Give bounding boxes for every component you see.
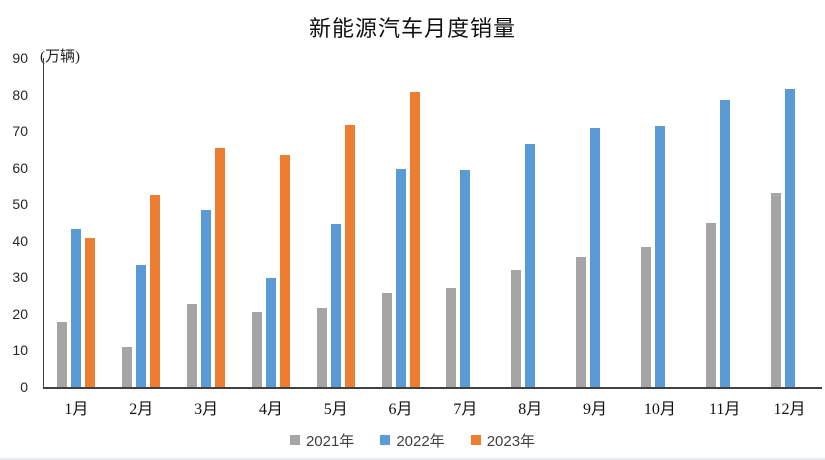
bar-2021年-12月: [770, 192, 781, 387]
bar-cluster: [251, 154, 290, 387]
bar-2021年-4月: [251, 311, 262, 387]
bar-2022年-10月: [654, 126, 665, 387]
bar-2023年-6月: [409, 92, 420, 387]
x-axis-label: 3月: [194, 401, 219, 418]
bar-cluster: [381, 92, 420, 387]
bar-2022年-11月: [719, 99, 730, 387]
y-axis-tick-label: 70: [12, 123, 28, 140]
y-axis-tick-label: 80: [12, 86, 28, 103]
bar-group-9月: [563, 58, 628, 387]
bar-2021年-8月: [511, 269, 522, 387]
legend-swatch-icon: [380, 435, 391, 445]
legend: 2021年 2022年 2023年: [0, 430, 825, 450]
x-axis-label: 6月: [388, 401, 413, 418]
bar-group-12月: [757, 58, 822, 387]
bar-2022年-7月: [460, 170, 471, 387]
bar-2021年-6月: [381, 293, 392, 387]
bar-cluster: [576, 128, 614, 387]
bar-group-1月: [44, 58, 109, 387]
x-axis-label: 2月: [129, 401, 154, 418]
bar-2021年-3月: [187, 304, 198, 387]
y-axis-tick-label: 90: [12, 50, 28, 66]
x-axis-label: 8月: [518, 401, 543, 418]
bar-cluster: [770, 89, 809, 387]
legend-swatch-icon: [470, 435, 481, 445]
y-axis-unit-label: (万辆): [40, 49, 80, 65]
chart-title: 新能源汽车月度销量: [308, 16, 516, 41]
bar-cluster: [187, 148, 226, 387]
bar-2023年-1月: [85, 237, 96, 387]
x-axis-label: 11月: [708, 401, 741, 418]
bar-2022年-6月: [395, 169, 406, 387]
bar-group-4月: [238, 58, 303, 387]
bar-group-10月: [627, 58, 692, 387]
bar-2022年-9月: [590, 128, 601, 387]
bar-group-7月: [433, 58, 498, 387]
bar-2021年-5月: [316, 307, 327, 387]
legend-item-2023年: 2023年: [470, 430, 536, 451]
x-axis-label: 9月: [583, 401, 608, 418]
bar-cluster: [57, 229, 96, 387]
bar-2023年-3月: [215, 148, 226, 387]
x-axis-label: 4月: [258, 401, 283, 418]
legend-label: 2021年: [305, 432, 355, 450]
bar-2022年-12月: [784, 89, 795, 387]
bar-cluster: [705, 99, 744, 387]
legend-item-2022年: 2022年: [380, 430, 445, 451]
bar-2023年-4月: [279, 154, 290, 387]
y-axis-line: [43, 58, 44, 389]
legend-swatch-icon: [289, 435, 300, 445]
bar-cluster: [511, 143, 549, 387]
x-axis-labels: 1月 2月 3月 4月 5月 6月 7月 8月 9月 10月 11月 12月: [44, 395, 822, 418]
plot-area: [44, 58, 822, 387]
bar-2022年-8月: [525, 143, 536, 387]
x-axis-label: 10月: [643, 401, 676, 418]
bar-cluster: [316, 124, 355, 387]
bar-group-6月: [368, 58, 433, 387]
bar-2022年-5月: [330, 223, 341, 387]
bar-2021年-9月: [576, 256, 587, 387]
bar-group-3月: [174, 58, 239, 387]
legend-item-2021年: 2021年: [289, 430, 355, 451]
y-axis-tick-label: 0: [20, 379, 28, 395]
y-axis-tick-label: 10: [12, 342, 28, 359]
y-axis-tick-label: 30: [12, 269, 28, 286]
bar-2021年-7月: [446, 287, 457, 387]
bar-group-8月: [498, 58, 563, 387]
bar-2023年-2月: [150, 195, 161, 387]
y-axis-tick-label: 50: [12, 196, 28, 213]
bar-cluster: [446, 170, 484, 387]
legend-label: 2022年: [396, 432, 445, 450]
legend-label: 2023年: [486, 432, 536, 450]
bar-group-2月: [109, 58, 174, 387]
x-axis-label: 1月: [64, 401, 89, 418]
y-axis-tick-label: 20: [12, 305, 28, 322]
bar-2021年-2月: [122, 346, 133, 387]
y-axis-tick-label: 40: [12, 232, 28, 249]
bar-2021年-10月: [640, 247, 651, 387]
bar-2022年-3月: [201, 210, 212, 387]
y-axis-tick-label: 60: [12, 159, 28, 176]
bar-cluster: [640, 126, 679, 387]
x-axis-label: 7月: [453, 401, 478, 418]
bar-2022年-2月: [136, 264, 147, 387]
bar-2021年-11月: [705, 222, 716, 387]
bar-2021年-1月: [57, 321, 68, 387]
bar-2022年-1月: [71, 229, 82, 387]
bar-2022年-4月: [265, 277, 276, 387]
bar-2023年-5月: [344, 124, 355, 387]
bar-group-11月: [692, 58, 757, 387]
x-axis-label: 5月: [323, 401, 348, 418]
bar-cluster: [122, 195, 161, 387]
bar-group-5月: [303, 58, 368, 387]
x-axis-label: 12月: [773, 401, 806, 418]
x-axis-line: [43, 387, 822, 389]
